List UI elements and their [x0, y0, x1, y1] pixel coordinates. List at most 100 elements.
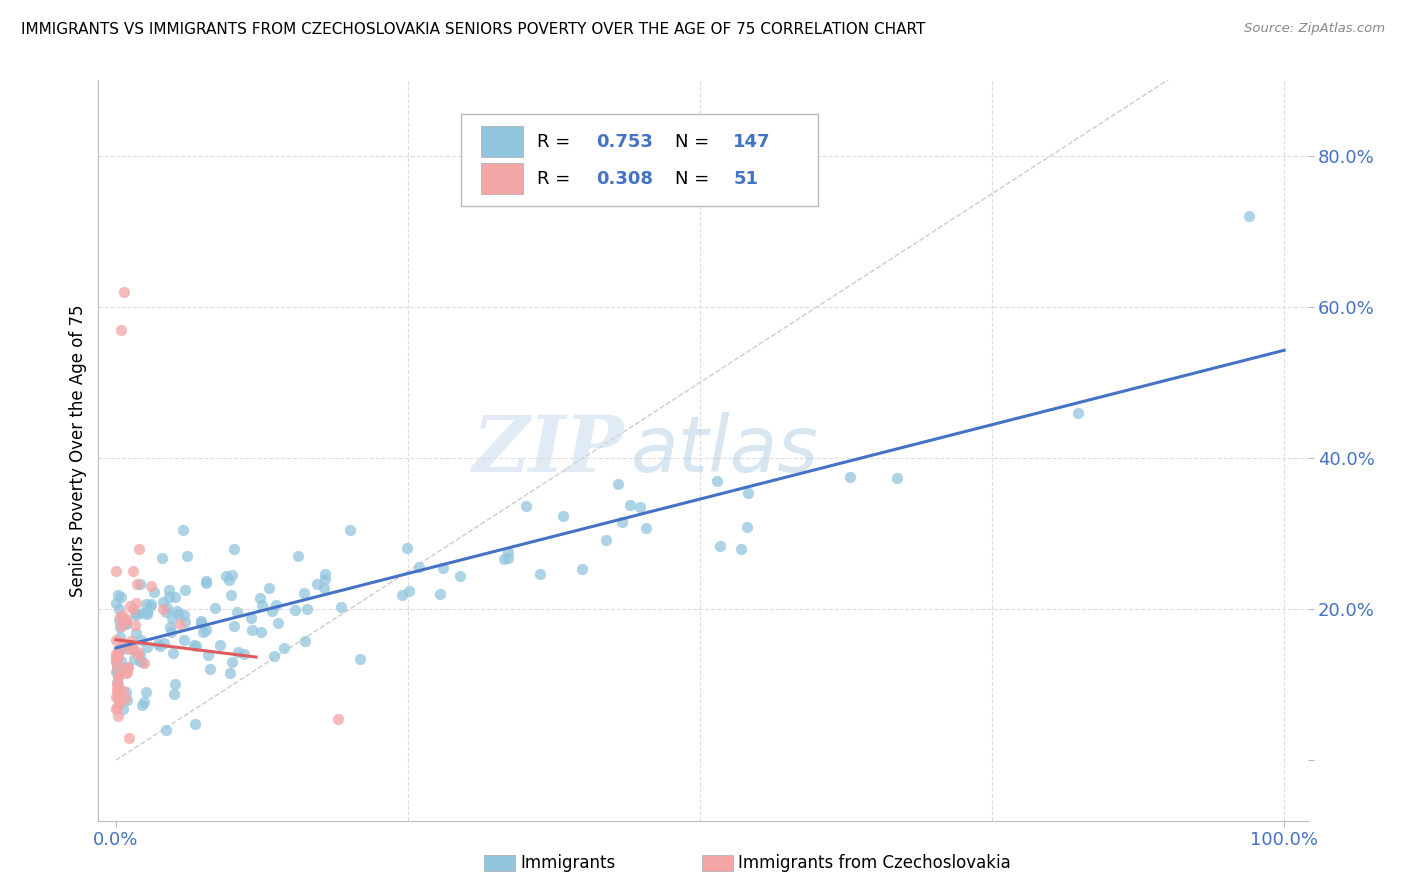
- Point: [121, 638, 143, 652]
- Point: [839, 470, 862, 484]
- Point: [112, 684, 135, 698]
- Point: [183, 716, 205, 731]
- Point: [105, 701, 128, 715]
- Point: [595, 533, 617, 547]
- Point: [339, 523, 361, 537]
- Point: [294, 634, 316, 648]
- Point: [107, 690, 129, 705]
- Point: [148, 637, 170, 651]
- Point: [494, 552, 516, 566]
- Point: [208, 638, 231, 652]
- Point: [190, 616, 212, 631]
- Point: [128, 577, 150, 591]
- Point: [284, 603, 307, 617]
- Point: [124, 617, 146, 632]
- Point: [204, 600, 226, 615]
- Point: [105, 690, 128, 704]
- Point: [1237, 209, 1260, 223]
- Point: [239, 611, 262, 625]
- Point: [120, 599, 142, 613]
- Point: [125, 607, 148, 622]
- Point: [110, 620, 132, 634]
- Point: [496, 551, 519, 566]
- Point: [131, 698, 153, 713]
- Point: [105, 647, 128, 661]
- Point: [125, 606, 148, 620]
- Point: [166, 604, 188, 618]
- Point: [129, 648, 152, 663]
- Point: [107, 642, 129, 657]
- Point: [263, 649, 285, 664]
- Point: [114, 614, 136, 628]
- Point: [108, 613, 131, 627]
- Text: R =: R =: [537, 133, 576, 151]
- Point: [173, 632, 195, 647]
- Point: [176, 549, 198, 563]
- Point: [297, 602, 319, 616]
- FancyBboxPatch shape: [481, 126, 523, 157]
- Text: ZIP: ZIP: [472, 412, 624, 489]
- Point: [159, 620, 181, 634]
- Point: [156, 601, 179, 615]
- Point: [173, 608, 195, 623]
- Point: [134, 695, 156, 709]
- Point: [264, 598, 287, 612]
- Point: [122, 601, 145, 615]
- Point: [107, 670, 129, 684]
- Point: [1067, 406, 1090, 420]
- Point: [107, 669, 129, 683]
- Point: [432, 560, 454, 574]
- Point: [606, 477, 628, 491]
- Point: [157, 583, 180, 598]
- Point: [398, 583, 420, 598]
- Point: [110, 590, 132, 604]
- Text: Immigrants from Czechoslovakia: Immigrants from Czechoslovakia: [738, 855, 1011, 872]
- Point: [127, 577, 149, 591]
- Point: [314, 572, 336, 586]
- Point: [135, 597, 157, 611]
- Point: [143, 584, 166, 599]
- Point: [173, 582, 195, 597]
- Point: [155, 605, 177, 619]
- Point: [610, 515, 633, 529]
- Point: [162, 647, 184, 661]
- Point: [114, 684, 136, 698]
- Point: [249, 591, 271, 606]
- Point: [112, 285, 135, 299]
- Point: [169, 617, 191, 632]
- Point: [115, 659, 138, 673]
- Point: [107, 709, 129, 723]
- Point: [395, 541, 418, 556]
- Point: [129, 632, 152, 647]
- Point: [222, 542, 245, 557]
- Text: Source: ZipAtlas.com: Source: ZipAtlas.com: [1244, 22, 1385, 36]
- Point: [735, 520, 758, 534]
- Point: [115, 612, 138, 626]
- Text: 0.308: 0.308: [596, 169, 654, 187]
- Point: [105, 675, 128, 690]
- Point: [391, 588, 413, 602]
- Point: [104, 652, 127, 666]
- Point: [183, 638, 205, 652]
- Point: [184, 639, 207, 653]
- Text: Immigrants: Immigrants: [520, 855, 616, 872]
- Point: [200, 662, 222, 676]
- Point: [108, 642, 131, 657]
- Point: [115, 661, 138, 675]
- Point: [138, 599, 160, 613]
- Point: [107, 668, 129, 682]
- Text: 147: 147: [734, 133, 770, 151]
- Text: IMMIGRANTS VS IMMIGRANTS FROM CZECHOSLOVAKIA SENIORS POVERTY OVER THE AGE OF 75 : IMMIGRANTS VS IMMIGRANTS FROM CZECHOSLOV…: [21, 22, 925, 37]
- Point: [166, 607, 188, 622]
- Point: [118, 731, 141, 745]
- Point: [124, 652, 146, 666]
- Point: [267, 615, 290, 630]
- Point: [107, 588, 129, 602]
- Point: [194, 624, 217, 638]
- Point: [152, 635, 174, 649]
- Point: [107, 677, 129, 691]
- Point: [250, 625, 273, 640]
- Point: [260, 604, 283, 618]
- Point: [329, 600, 352, 615]
- Point: [157, 590, 180, 604]
